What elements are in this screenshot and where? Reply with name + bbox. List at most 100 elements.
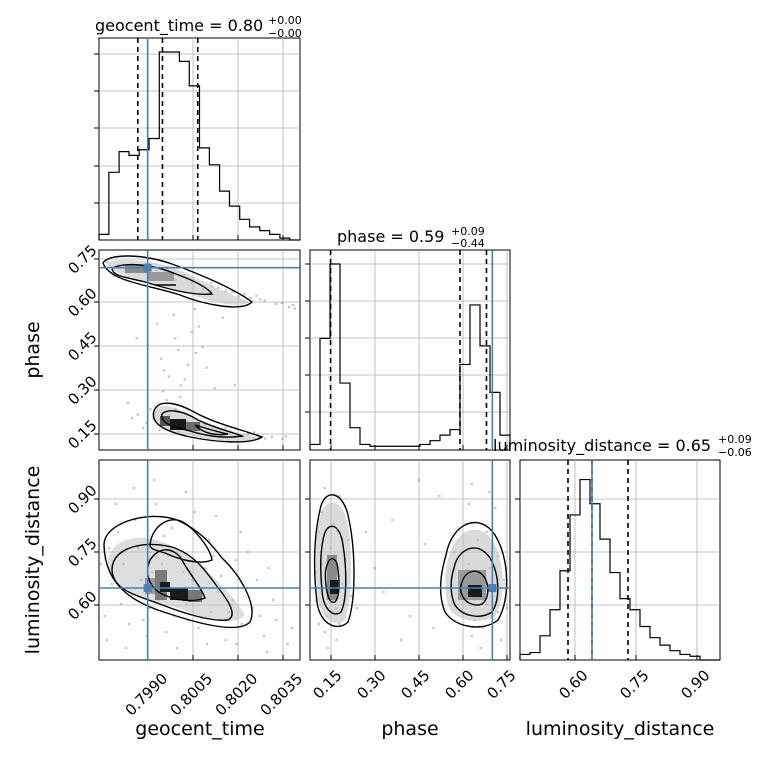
scatter-point — [161, 389, 165, 393]
x-tick-label: 0.30 — [353, 666, 389, 702]
scatter-point — [391, 518, 394, 522]
density-region — [107, 537, 245, 622]
density-high-cell — [125, 265, 147, 273]
contour-upper-lobe — [149, 519, 213, 563]
scatter-point — [158, 428, 161, 432]
scatter-point — [211, 554, 215, 558]
contour-outer — [103, 515, 253, 629]
title-upper-error: +0.09 — [451, 225, 485, 238]
contour-middle-left — [319, 525, 347, 615]
scatter-point — [159, 357, 163, 361]
scatter-point — [255, 578, 259, 582]
x-tick-label: 0.75 — [616, 666, 652, 702]
density-shading — [106, 260, 260, 441]
panel-title-geocent-time: geocent_time = 0.80 — [95, 16, 263, 36]
scatter-point — [119, 602, 123, 606]
scatter-point — [246, 550, 250, 554]
scatter-point — [254, 294, 258, 298]
scatter-point — [201, 345, 204, 349]
scatter-point — [162, 369, 166, 372]
panel-2d-luminosity-distance-vs-geocent-time — [94, 459, 301, 661]
quantile-lines-phase — [329, 250, 488, 450]
scatter-point — [190, 331, 194, 334]
scatter-point — [485, 530, 488, 534]
contour-inner — [146, 549, 206, 602]
panel-hist-phase: phase = 0.59 +0.09 −0.44 — [305, 225, 511, 451]
panel-title-phase: phase = 0.59 — [337, 227, 444, 246]
contour-core-lower — [194, 424, 229, 436]
scatter-point — [149, 407, 152, 411]
scatter-point — [172, 313, 176, 317]
scatter-point — [239, 530, 242, 534]
title-value: 0.59 — [409, 227, 445, 246]
scatter-point — [502, 578, 506, 582]
density-high-cell — [160, 582, 170, 592]
scatter-point — [470, 634, 474, 638]
scatter-point — [240, 622, 244, 626]
truth-crosshair — [99, 250, 300, 450]
density-shading — [107, 537, 245, 622]
scatter-point — [423, 542, 427, 546]
panel-hist-luminosity-distance: luminosity_distance = 0.65 +0.09 −0.06 — [493, 433, 752, 661]
histogram-step-phase — [309, 263, 511, 450]
scatter-point — [281, 437, 284, 441]
x-tick-label: 0.75 — [483, 666, 519, 702]
y-tick-labels-luminosity-distance: 0.90 0.75 0.60 — [64, 481, 100, 623]
scatter-point — [127, 622, 131, 626]
scatter-point — [258, 297, 262, 301]
y-tick-label: 0.90 — [64, 481, 100, 517]
scatter-point — [286, 642, 289, 646]
density-high-cell — [188, 590, 202, 602]
y-tick-label: 0.60 — [64, 587, 100, 623]
scatter-point — [205, 366, 208, 369]
scatter-point — [284, 435, 288, 438]
histogram-step-geocent-time — [98, 51, 300, 241]
scatter-point — [323, 486, 327, 490]
x-axis-label-geocent-time: geocent_time — [135, 718, 264, 740]
title-upper-error: +0.00 — [268, 14, 302, 27]
scatter-point — [114, 502, 117, 506]
scatter-point — [234, 558, 238, 562]
scatter-point — [275, 618, 278, 622]
scatter-point — [155, 322, 159, 325]
x-tick-labels-phase: 0.15 0.30 0.45 0.60 0.75 — [309, 666, 519, 702]
scatter-point — [349, 594, 353, 598]
scatter-point — [105, 638, 109, 642]
scatter-point — [467, 502, 471, 506]
scatter-point — [432, 626, 435, 630]
scatter-point — [262, 634, 266, 638]
scatter-point — [267, 566, 270, 570]
scatter-point — [221, 316, 225, 319]
scatter-point — [175, 646, 179, 650]
contour-outer-lower — [152, 402, 264, 443]
density-shading — [315, 502, 503, 624]
scatter-point — [167, 375, 171, 378]
scatter-point — [338, 622, 341, 626]
y-tick-labels-phase: 0.75 0.60 0.45 0.30 0.15 — [64, 241, 100, 452]
density-peak-cell — [170, 419, 186, 430]
scatter-point — [205, 642, 209, 646]
contour-lines — [103, 515, 253, 629]
scatter-point — [326, 646, 329, 650]
title-lower-error: −0.44 — [451, 237, 485, 250]
scatter-point — [479, 646, 482, 650]
scatter-point — [170, 526, 174, 530]
scatter-point — [263, 299, 267, 302]
scatter-point — [193, 307, 197, 311]
x-tick-label: 0.8035 — [257, 670, 307, 720]
scatter-point — [130, 416, 134, 420]
x-axis-label-luminosity-distance: luminosity_distance — [526, 718, 715, 740]
scatter-point — [213, 386, 216, 390]
contour-inner-right — [459, 570, 489, 606]
contour-lines — [313, 494, 508, 628]
scatter-point — [186, 363, 190, 367]
scatter-point — [184, 490, 188, 494]
scatter-point — [258, 614, 262, 618]
x-tick-label: 0.8005 — [167, 670, 217, 720]
tick-marks — [94, 53, 284, 240]
scatter-point — [265, 650, 269, 654]
panel-frame — [98, 249, 301, 451]
x-axis-label-phase: phase — [381, 718, 438, 740]
scatter-point — [270, 435, 274, 439]
